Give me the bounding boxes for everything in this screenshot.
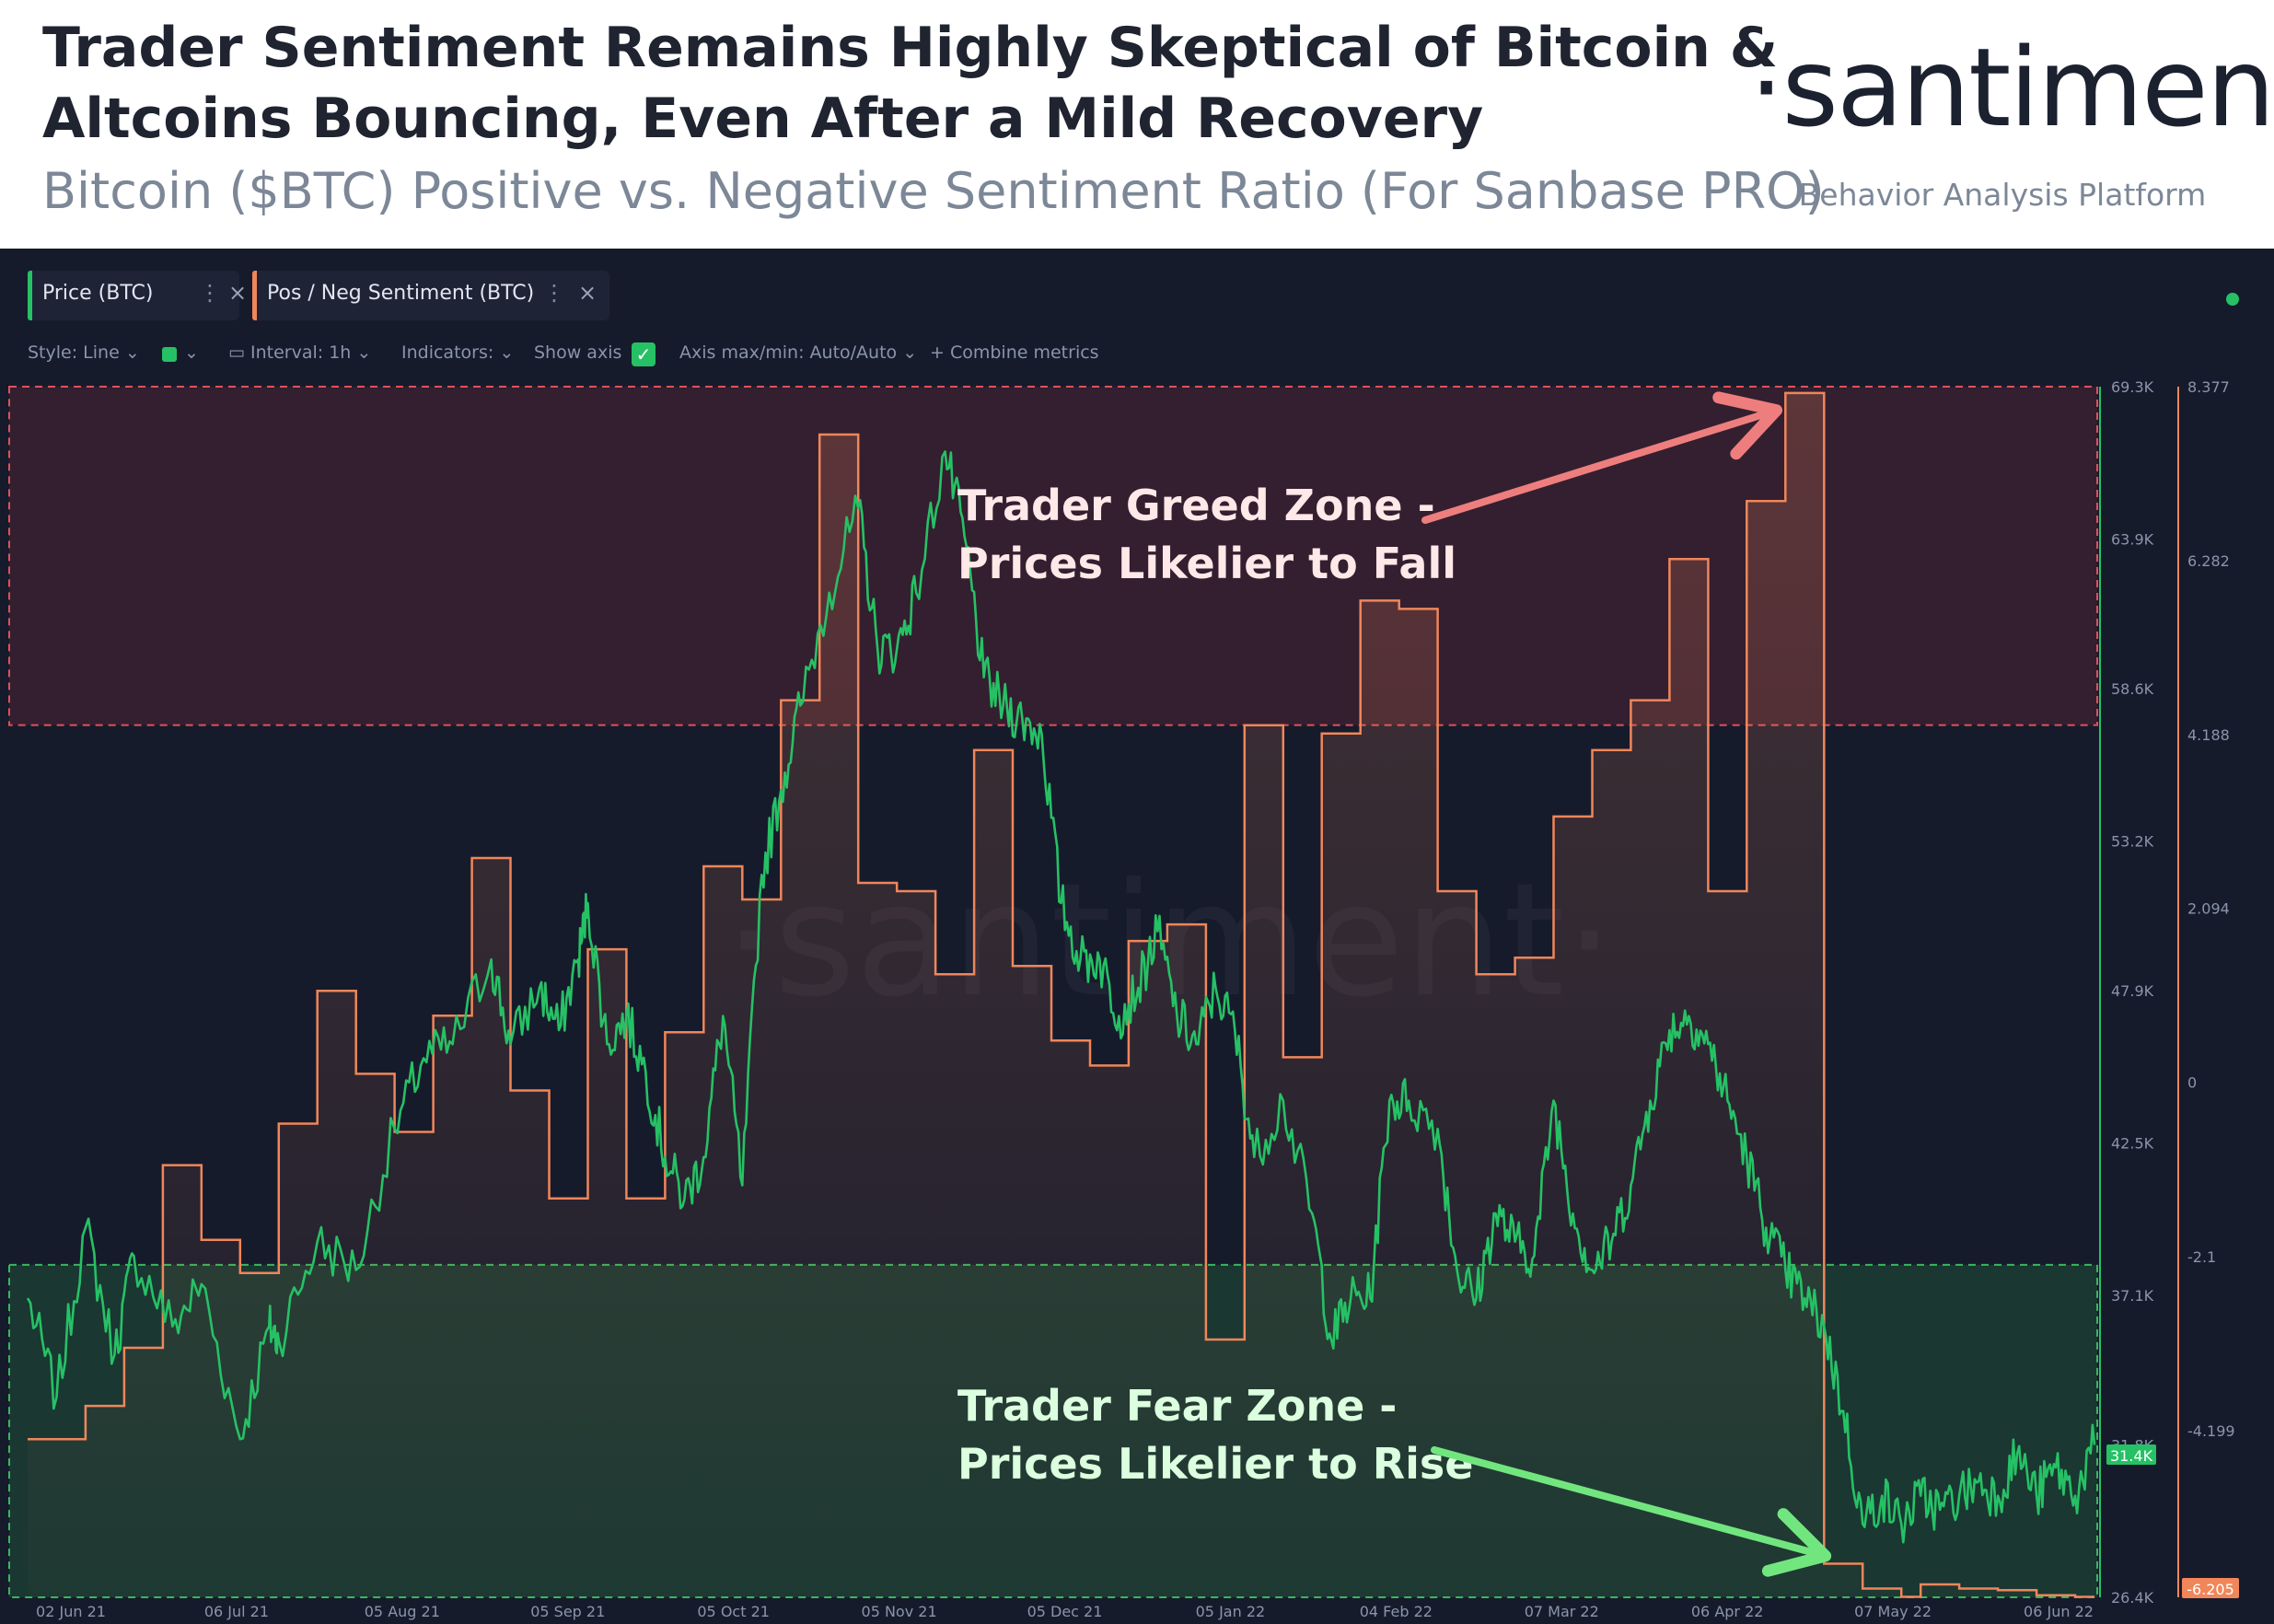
x-tick-label: 06 Jun 22 (2024, 1603, 2094, 1620)
chevron-down-icon[interactable]: ⌄ (184, 342, 199, 363)
interval-label: Interval: 1h (250, 342, 352, 363)
x-tick-label: 05 Nov 21 (862, 1603, 937, 1620)
interval-dropdown[interactable]: ▭ Interval: 1h ⌄ (228, 342, 371, 363)
metric-label-price: Price (BTC) (42, 282, 154, 305)
fear-annotation-line-1: Trader Fear Zone - (957, 1381, 1397, 1431)
style-dropdown[interactable]: Style: Line ⌄ (28, 342, 140, 363)
close-icon[interactable]: × (228, 280, 248, 306)
greed-annotation-line-1: Trader Greed Zone - (957, 481, 1435, 530)
more-options-icon[interactable]: ⋮ (543, 280, 565, 306)
metric-color-bar (28, 271, 32, 320)
chevron-down-icon: ⌄ (902, 342, 918, 363)
sentiment-area (28, 392, 2094, 1597)
sentiment-tick-label: -2.1 (2187, 1248, 2216, 1266)
sentiment-tick-label: 2.094 (2187, 900, 2230, 918)
indicators-label: Indicators: (401, 342, 494, 363)
price-tick-label: 37.1K (2111, 1287, 2154, 1305)
combine-metrics-button[interactable]: + Combine metrics (930, 342, 1099, 363)
x-axis: 02 Jun 21 06 Jul 21 05 Aug 21 05 Sep 21 05 O… (36, 1603, 2094, 1620)
x-tick-label: 05 Aug 21 (365, 1603, 440, 1620)
price-series-line (26, 450, 2096, 1544)
live-status-dot (2226, 293, 2239, 306)
price-tick-label: 53.2K (2111, 833, 2154, 851)
indicators-dropdown[interactable]: Indicators: ⌄ (401, 342, 514, 363)
price-tick-label: 69.3K (2111, 378, 2154, 396)
fear-annotation-line-2: Prices Likelier to Rise (957, 1439, 1473, 1489)
close-icon[interactable]: × (578, 280, 598, 306)
ruler-icon: ▭ (228, 342, 245, 363)
sentiment-tick-label: 6.282 (2187, 552, 2230, 570)
chevron-down-icon: ⌄ (124, 342, 140, 363)
x-tick-label: 05 Oct 21 (697, 1603, 770, 1620)
sentiment-tick-label: -4.199 (2187, 1422, 2235, 1440)
santiment-logo: ·santiment· Behavior Analysis Platform (1749, 18, 2274, 213)
current-sentiment-label: -6.205 (2187, 1581, 2234, 1598)
x-tick-label: 05 Jan 22 (1196, 1603, 1266, 1620)
price-tick-label: 63.9K (2111, 531, 2154, 549)
style-label: Style: Line (28, 342, 120, 363)
title-line-1: Trader Sentiment Remains Highly Skeptica… (42, 16, 1779, 80)
current-price-badge (2106, 1444, 2156, 1465)
page-subtitle: Bitcoin ($BTC) Positive vs. Negative Sen… (42, 162, 1825, 220)
chevron-down-icon: ⌄ (499, 342, 515, 363)
x-tick-label: 02 Jun 21 (36, 1603, 106, 1620)
page-title: Trader Sentiment Remains Highly Skeptica… (42, 13, 1778, 155)
x-tick-label: 06 Apr 22 (1691, 1603, 1764, 1620)
sentiment-tick-label: 8.377 (2187, 378, 2230, 396)
x-tick-label: 04 Feb 22 (1360, 1603, 1433, 1620)
combine-label: Combine metrics (949, 342, 1099, 363)
metric-color-bar (252, 271, 257, 320)
header: Trader Sentiment Remains Highly Skeptica… (0, 0, 2274, 249)
price-tick-label: 26.4K (2111, 1589, 2154, 1607)
metric-chip-sentiment[interactable]: Pos / Neg Sentiment (BTC) ⋮ × (252, 271, 609, 320)
color-swatch[interactable] (162, 347, 177, 362)
price-tick-label: 58.6K (2111, 680, 2154, 698)
logo-wordmark: ·santiment· (1749, 24, 2274, 151)
title-line-2: Altcoins Bouncing, Even After a Mild Rec… (42, 87, 1484, 151)
x-tick-label: 07 May 22 (1854, 1603, 1932, 1620)
chevron-down-icon: ⌄ (356, 342, 372, 363)
sentiment-axis: 8.377 6.282 4.188 2.094 0 -2.1 -4.199 (2187, 378, 2235, 1440)
sentiment-tick-label: 0 (2187, 1073, 2197, 1091)
fear-arrow (1431, 1446, 1832, 1577)
price-axis: 69.3K63.9K58.6K53.2K47.9K42.5K37.1K31.8K… (2111, 378, 2154, 1607)
price-tick-label: 47.9K (2111, 982, 2154, 1000)
x-tick-label: 05 Dec 21 (1027, 1603, 1103, 1620)
current-price-label: 31.4K (2110, 1447, 2153, 1465)
price-tick-label: 42.5K (2111, 1134, 2154, 1152)
x-tick-label: 06 Jul 21 (204, 1603, 269, 1620)
show-axis-label: Show axis (534, 342, 622, 363)
axis-maxmin-dropdown[interactable]: Axis max/min: Auto/Auto ⌄ (679, 342, 917, 363)
metric-chip-price[interactable]: Price (BTC) ⋮ × (28, 271, 247, 320)
plus-icon: + (930, 342, 945, 363)
x-tick-label: 07 Mar 22 (1525, 1603, 1599, 1620)
greed-arrow (1421, 391, 1783, 524)
sentiment-series-line (28, 391, 2094, 1598)
x-tick-label: 05 Sep 21 (530, 1603, 605, 1620)
show-axis-checkbox[interactable]: ✓ (632, 342, 656, 366)
more-options-icon[interactable]: ⋮ (199, 280, 221, 306)
current-sentiment-badge (2182, 1578, 2239, 1598)
greed-annotation-line-2: Prices Likelier to Fall (957, 539, 1456, 588)
logo-tagline: Behavior Analysis Platform (1798, 177, 2207, 213)
sentiment-tick-label: 4.188 (2187, 726, 2230, 744)
metric-label-sentiment: Pos / Neg Sentiment (BTC) (267, 282, 535, 305)
axis-maxmin-label: Axis max/min: Auto/Auto (679, 342, 898, 363)
